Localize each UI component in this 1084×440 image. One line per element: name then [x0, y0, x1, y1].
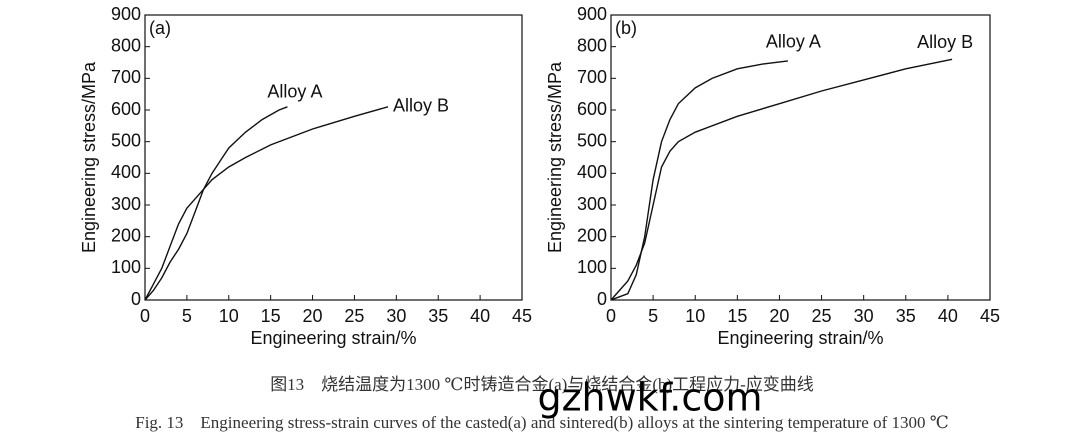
y-tick-label: 400	[577, 162, 607, 182]
x-tick-label: 5	[648, 306, 658, 326]
y-tick-label: 800	[577, 35, 607, 55]
y-axis-label: Engineering stress/MPa	[79, 61, 99, 253]
y-tick-label: 900	[577, 4, 607, 24]
panel-label: (a)	[149, 18, 171, 38]
x-tick-label: 45	[980, 306, 1000, 326]
line	[610, 60, 788, 301]
y-tick-label: 0	[131, 289, 141, 309]
series-label: Alloy A	[766, 32, 821, 52]
x-tick-label: 30	[854, 306, 874, 326]
plot-frame	[144, 14, 523, 301]
watermark: gzhwkf.com	[537, 376, 762, 420]
y-axis-label: Engineering stress/MPa	[545, 61, 565, 253]
x-tick-label: 0	[140, 306, 150, 326]
x-tick-label: 5	[182, 306, 192, 326]
y-tick-label: 0	[597, 289, 607, 309]
y-tick-label: 600	[577, 99, 607, 119]
caption-zh: 图13 烧结温度为1300 ℃时铸造合金(a)与烧结合金(b)工程应力-应变曲线	[270, 375, 814, 394]
y-tick-label: 100	[577, 257, 607, 277]
y-tick-label: 700	[577, 67, 607, 87]
plot-frame	[610, 14, 991, 301]
x-axis-label: Engineering strain/%	[717, 328, 883, 348]
panel-label: (b)	[615, 18, 637, 38]
y-tick-label: 100	[111, 257, 141, 277]
y-tick-label: 300	[577, 194, 607, 214]
y-tick-label: 700	[111, 67, 141, 87]
x-tick-label: 10	[219, 306, 239, 326]
x-tick-label: 40	[470, 306, 490, 326]
x-tick-label: 10	[685, 306, 705, 326]
y-tick-label: 800	[111, 35, 141, 55]
x-tick-label: 20	[303, 306, 323, 326]
y-tick-label: 500	[111, 130, 141, 150]
series-label: Alloy A	[267, 82, 322, 102]
x-tick-label: 40	[938, 306, 958, 326]
x-tick-label: 25	[812, 306, 832, 326]
y-tick-label: 400	[111, 162, 141, 182]
y-tick-label: 200	[577, 225, 607, 245]
x-tick-label: 45	[512, 306, 532, 326]
series-label: Alloy B	[393, 96, 449, 116]
y-tick-label: 300	[111, 194, 141, 214]
x-tick-label: 20	[769, 306, 789, 326]
x-tick-label: 35	[896, 306, 916, 326]
x-tick-label: 15	[261, 306, 281, 326]
y-tick-label: 200	[111, 225, 141, 245]
line	[610, 58, 953, 301]
caption-en: Fig. 13 Engineering stress-strain curves…	[135, 413, 949, 432]
x-tick-label: 30	[386, 306, 406, 326]
series-label: Alloy B	[917, 32, 973, 52]
x-tick-label: 25	[344, 306, 364, 326]
y-tick-label: 600	[111, 99, 141, 119]
line	[144, 106, 288, 301]
x-tick-label: 35	[428, 306, 448, 326]
x-axis-label: Engineering strain/%	[250, 328, 416, 348]
x-tick-label: 0	[606, 306, 616, 326]
x-tick-label: 15	[727, 306, 747, 326]
y-tick-label: 500	[577, 130, 607, 150]
line	[144, 106, 389, 301]
y-tick-label: 900	[111, 4, 141, 24]
